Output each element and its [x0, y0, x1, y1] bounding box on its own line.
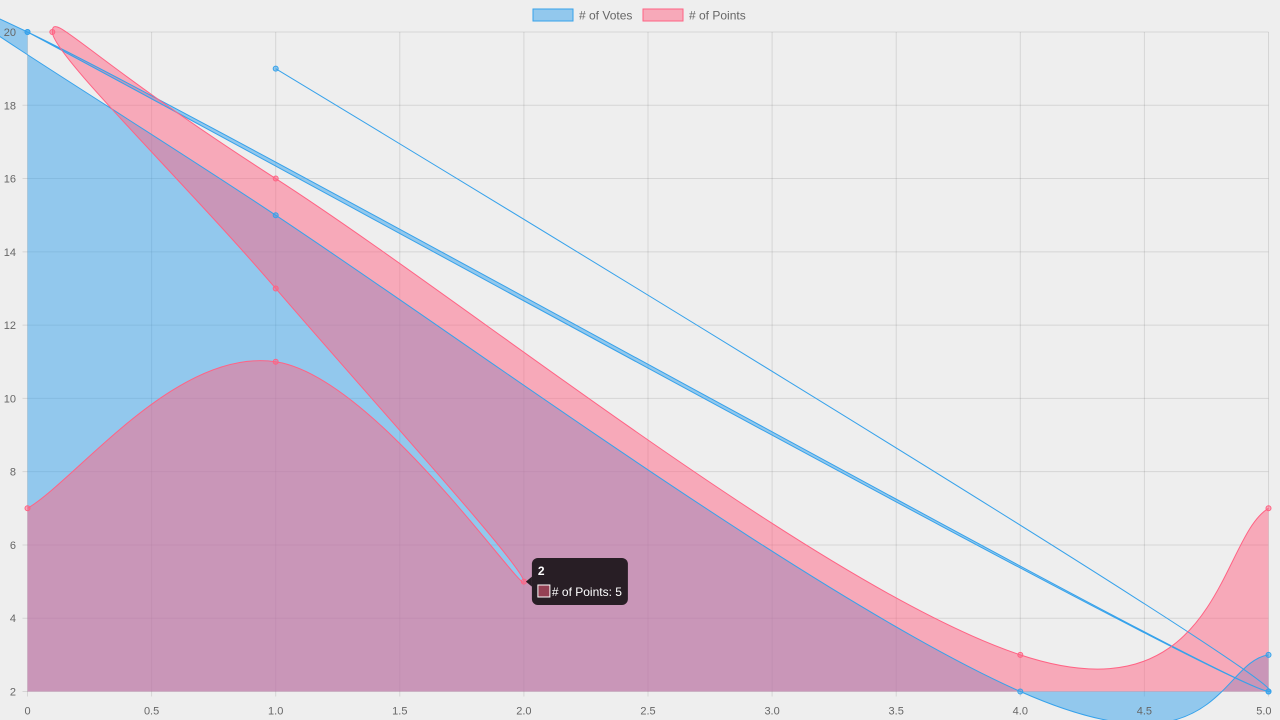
series-0-point [24, 29, 31, 35]
x-tick-label: 2.5 [640, 706, 655, 718]
y-tick-label: 18 [4, 100, 16, 112]
legend-label: # of Points [689, 9, 746, 23]
series-0-point [1017, 688, 1024, 695]
tooltip-swatch [537, 584, 551, 598]
x-axis-ticks: 0 0.5 1.0 1.5 2.0 2.5 3.0 3.5 4.0 4.5 5.0 [25, 706, 1272, 718]
x-tick-label: 3.5 [889, 706, 904, 718]
x-tick-label: 4.0 [1013, 706, 1028, 718]
series-0-point [272, 212, 279, 219]
x-tick-label: 4.5 [1137, 706, 1152, 718]
tooltip-title: 2 [538, 564, 545, 578]
tooltip: 2 # of Points: 5 [525, 558, 628, 605]
y-tick-label: 2 [10, 687, 16, 699]
y-tick-label: 20 [4, 27, 16, 39]
series-0-point [1265, 651, 1272, 658]
series-1-point [49, 29, 56, 35]
x-tick-label: 1.0 [268, 706, 283, 718]
x-tick-label: 3.0 [764, 706, 779, 718]
series-1-point [272, 175, 279, 182]
y-tick-label: 12 [4, 320, 16, 332]
y-tick-label: 14 [4, 247, 16, 259]
series-1-point [272, 285, 279, 292]
y-axis-ticks: 2 4 6 8 10 12 14 16 18 20 [4, 27, 16, 699]
y-tick-label: 8 [10, 467, 16, 479]
series-1-point [1265, 505, 1272, 512]
tooltip-box [531, 558, 628, 605]
x-tick-label: 0.5 [144, 706, 159, 718]
y-tick-label: 4 [10, 613, 16, 625]
series-1-point [1017, 651, 1024, 658]
y-tick-label: 10 [4, 393, 16, 405]
series-1-area [27, 26, 1269, 692]
legend: # of Votes # of Points [532, 8, 746, 23]
series-1-line [27, 26, 1269, 670]
series-points [24, 29, 1272, 695]
legend-label: # of Votes [579, 9, 632, 23]
x-tick-label: 0 [25, 706, 31, 718]
x-tick-label: 5.0 [1256, 706, 1271, 718]
x-tick-label: 2.0 [516, 706, 531, 718]
series-1-point [520, 578, 527, 585]
tooltip-label: # of Points: 5 [552, 585, 622, 599]
x-tick-label: 1.5 [392, 706, 407, 718]
legend-item-1: # of Points [642, 8, 746, 23]
tooltip-caret [525, 576, 532, 587]
series-0-point [272, 65, 279, 72]
series-0-point [1265, 688, 1272, 695]
legend-swatch [642, 8, 684, 22]
legend-swatch [532, 8, 574, 22]
legend-item-0: # of Votes [532, 8, 632, 23]
series-1-point [24, 505, 31, 512]
y-tick-label: 6 [10, 540, 16, 552]
series-1-point [272, 358, 279, 365]
y-tick-label: 16 [4, 174, 16, 186]
